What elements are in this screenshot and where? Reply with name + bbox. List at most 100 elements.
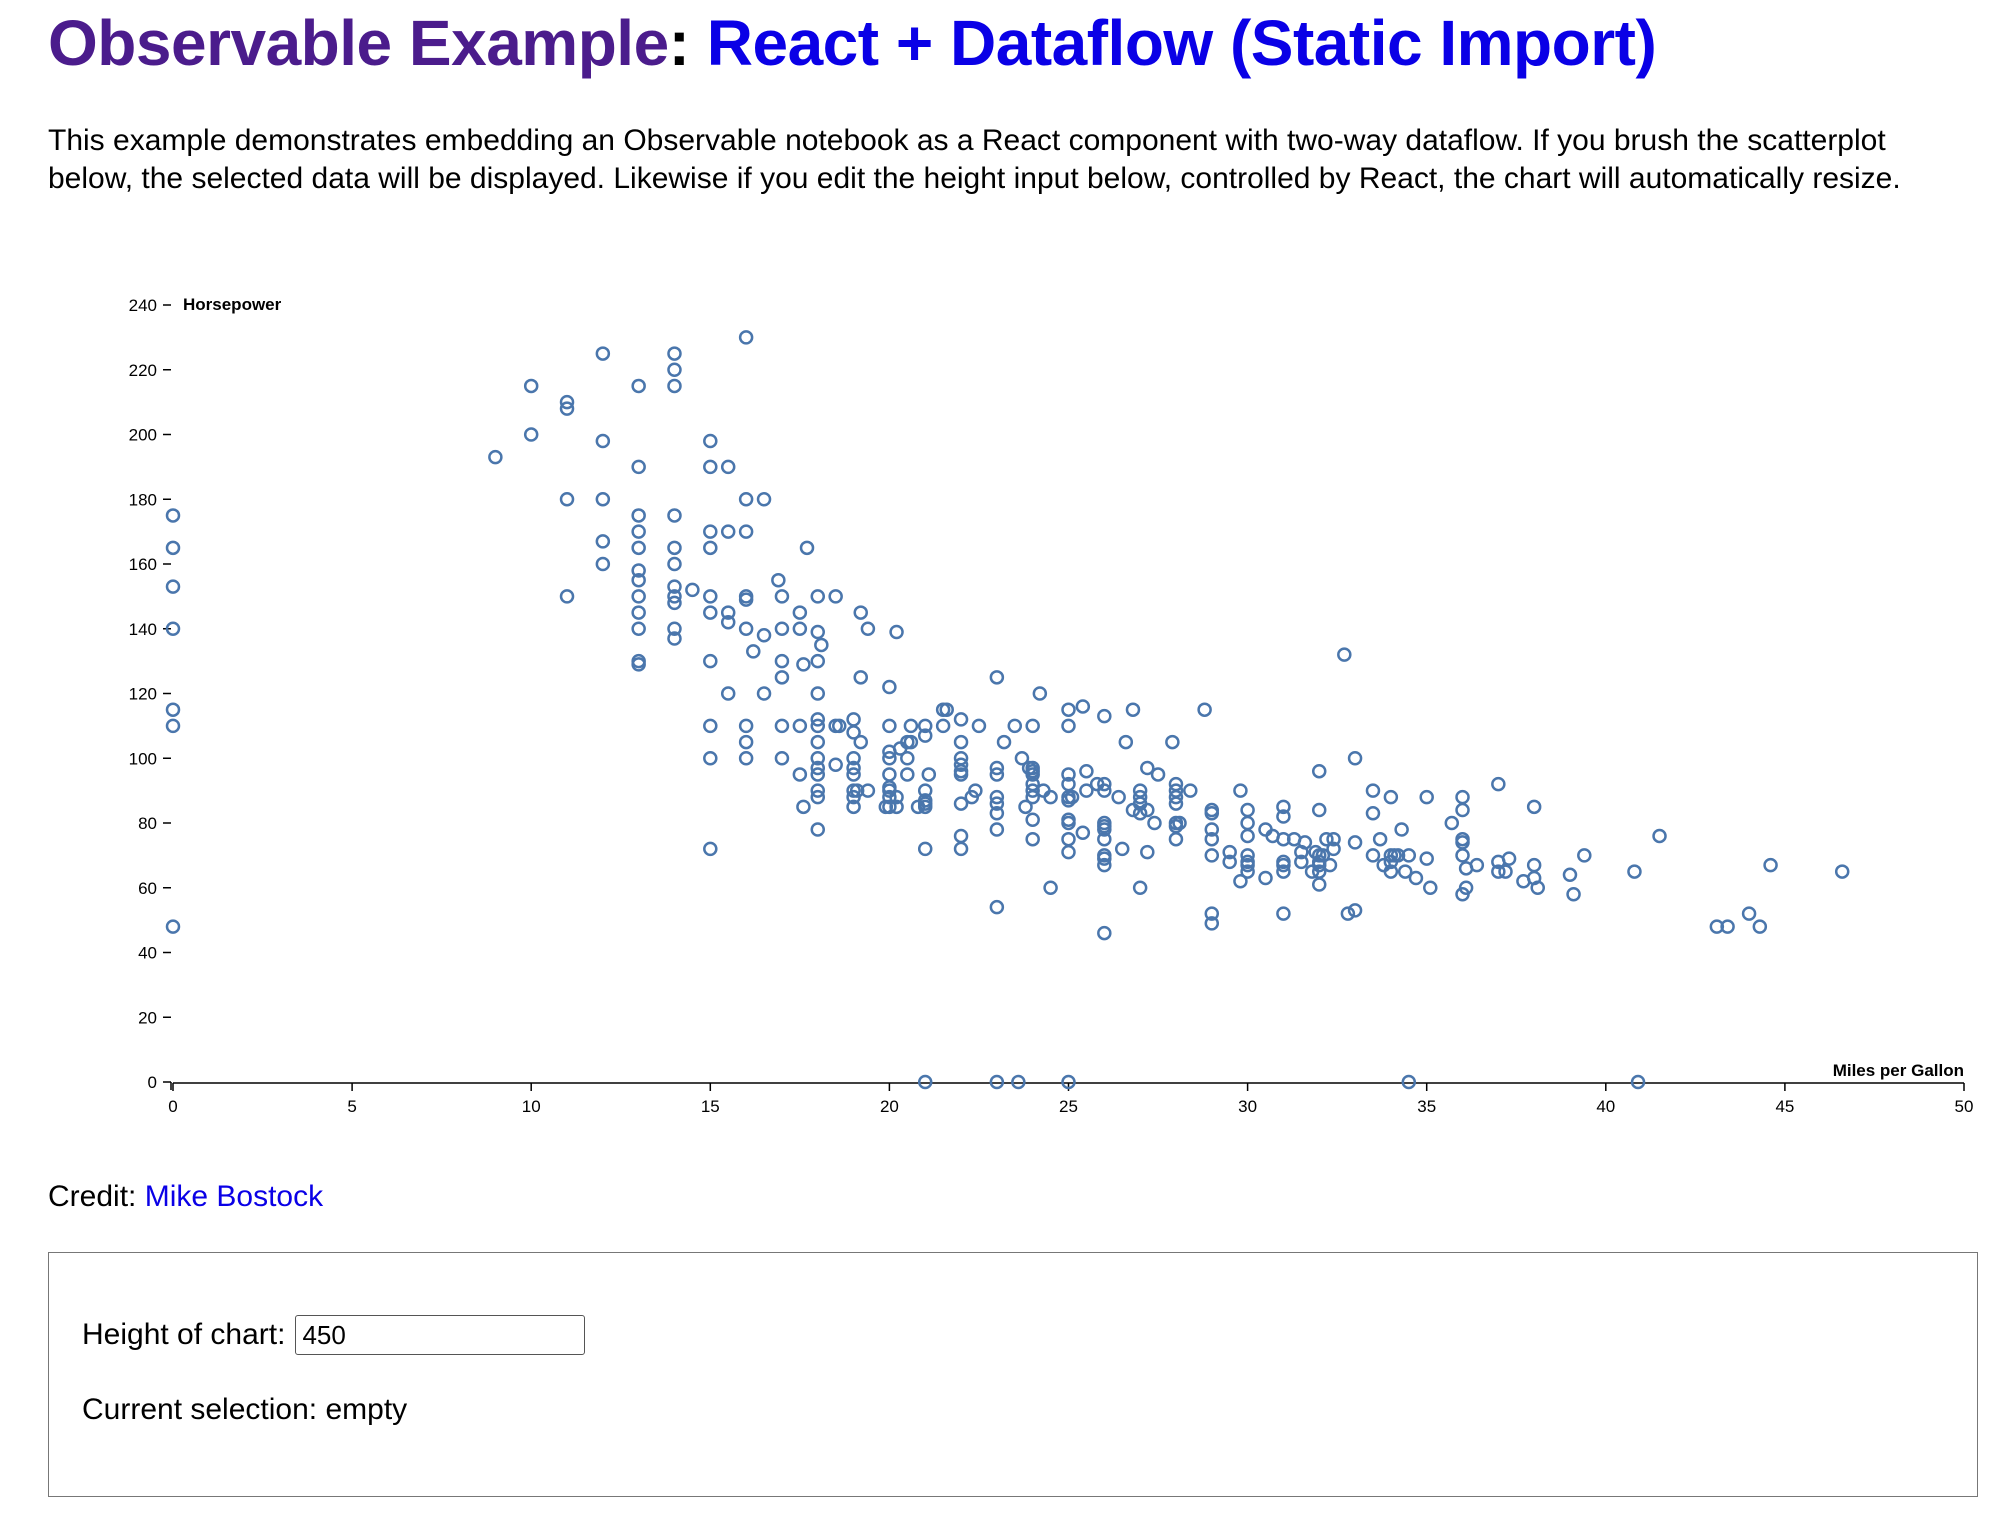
data-point <box>989 767 1005 782</box>
data-point <box>595 556 611 572</box>
data-point <box>1834 864 1850 879</box>
data-point <box>953 841 969 857</box>
data-point <box>796 799 811 815</box>
data-point <box>792 621 808 636</box>
data-point <box>1455 789 1470 805</box>
data-point <box>810 789 826 805</box>
data-point <box>703 751 718 766</box>
data-point <box>1132 789 1148 805</box>
data-point <box>1118 734 1134 750</box>
data-point <box>1097 851 1112 866</box>
data-point <box>1204 916 1220 931</box>
data-point <box>720 524 736 539</box>
y-tick-label: 120 <box>129 685 157 704</box>
data-point <box>488 449 503 465</box>
data-point <box>165 621 181 636</box>
data-point <box>1025 767 1040 782</box>
data-point <box>1401 1074 1417 1090</box>
data-point <box>846 760 861 776</box>
data-point <box>720 686 736 701</box>
data-point <box>989 670 1005 685</box>
data-point <box>917 841 933 857</box>
data-point <box>846 767 861 782</box>
data-point <box>595 346 611 361</box>
data-point <box>1233 874 1248 889</box>
data-point <box>1311 763 1327 779</box>
x-tick-label: 50 <box>1955 1097 1974 1115</box>
data-point <box>1652 828 1667 844</box>
y-tick-label: 60 <box>138 879 157 898</box>
data-point <box>703 524 718 539</box>
data-point <box>1752 919 1768 934</box>
data-point <box>996 734 1012 750</box>
data-point <box>720 459 736 475</box>
data-point <box>1075 825 1091 840</box>
data-point <box>810 783 826 798</box>
data-point <box>1577 848 1592 863</box>
data-point <box>1233 783 1248 798</box>
data-point <box>667 631 682 646</box>
data-point <box>1383 789 1399 805</box>
data-point <box>989 899 1005 915</box>
data-point <box>1469 857 1485 873</box>
data-point <box>810 822 826 837</box>
data-point <box>1526 799 1542 815</box>
data-point <box>1498 864 1513 879</box>
data-point <box>971 718 987 734</box>
data-point <box>1390 848 1406 863</box>
data-point <box>832 718 847 734</box>
data-point <box>1132 806 1148 821</box>
data-point <box>703 459 718 475</box>
x-axis: 0 5 10 15 20 25 30 35 40 45 50 <box>168 1082 1974 1115</box>
data-point <box>1566 886 1581 902</box>
page-title: Observable Example: React + Dataflow (St… <box>48 6 1657 80</box>
data-point <box>1061 844 1076 860</box>
data-point <box>1025 789 1040 805</box>
data-point <box>1276 799 1291 815</box>
x-tick-label: 40 <box>1596 1097 1615 1115</box>
data-point <box>703 540 718 556</box>
data-point <box>1240 848 1255 863</box>
data-point <box>1347 903 1363 918</box>
data-point <box>989 760 1005 776</box>
data-point <box>1365 783 1381 798</box>
y-tick-label: 0 <box>148 1073 157 1092</box>
data-point <box>1097 925 1112 941</box>
data-point <box>1365 848 1381 863</box>
data-point <box>1444 815 1460 831</box>
data-point <box>738 734 754 750</box>
data-point <box>1097 822 1112 837</box>
x-tick-label: 15 <box>701 1097 720 1115</box>
data-point <box>631 657 646 672</box>
data-point <box>738 621 754 636</box>
data-point <box>1276 906 1291 921</box>
data-point <box>1018 799 1033 815</box>
data-point <box>667 556 682 572</box>
data-point <box>703 589 718 604</box>
data-point <box>1372 831 1388 847</box>
example-title-link[interactable]: React + Dataflow (Static Import) <box>706 7 1657 79</box>
data-point <box>846 712 861 727</box>
data-point <box>1222 844 1237 860</box>
data-point <box>523 378 539 394</box>
data-point <box>846 799 861 815</box>
data-point <box>165 919 181 934</box>
data-point <box>953 796 969 811</box>
data-point <box>774 589 790 604</box>
data-point <box>1276 864 1291 879</box>
data-point <box>703 653 718 669</box>
credit-author-link[interactable]: Mike Bostock <box>144 1180 324 1213</box>
data-point <box>889 624 904 640</box>
data-point <box>774 670 790 685</box>
data-point <box>1322 857 1338 873</box>
data-point <box>1061 831 1076 847</box>
data-point <box>1326 831 1341 847</box>
data-point <box>559 589 575 604</box>
data-point <box>771 572 786 588</box>
scatterplot-chart[interactable]: 0 20 40 60 80 100 120 140 160 180 200 220 240 0 5 10 15… <box>108 285 1994 1115</box>
data-point <box>1204 906 1220 921</box>
data-point <box>853 605 868 620</box>
data-point <box>1458 880 1474 895</box>
height-input[interactable] <box>295 1315 586 1355</box>
data-point <box>1526 857 1542 873</box>
